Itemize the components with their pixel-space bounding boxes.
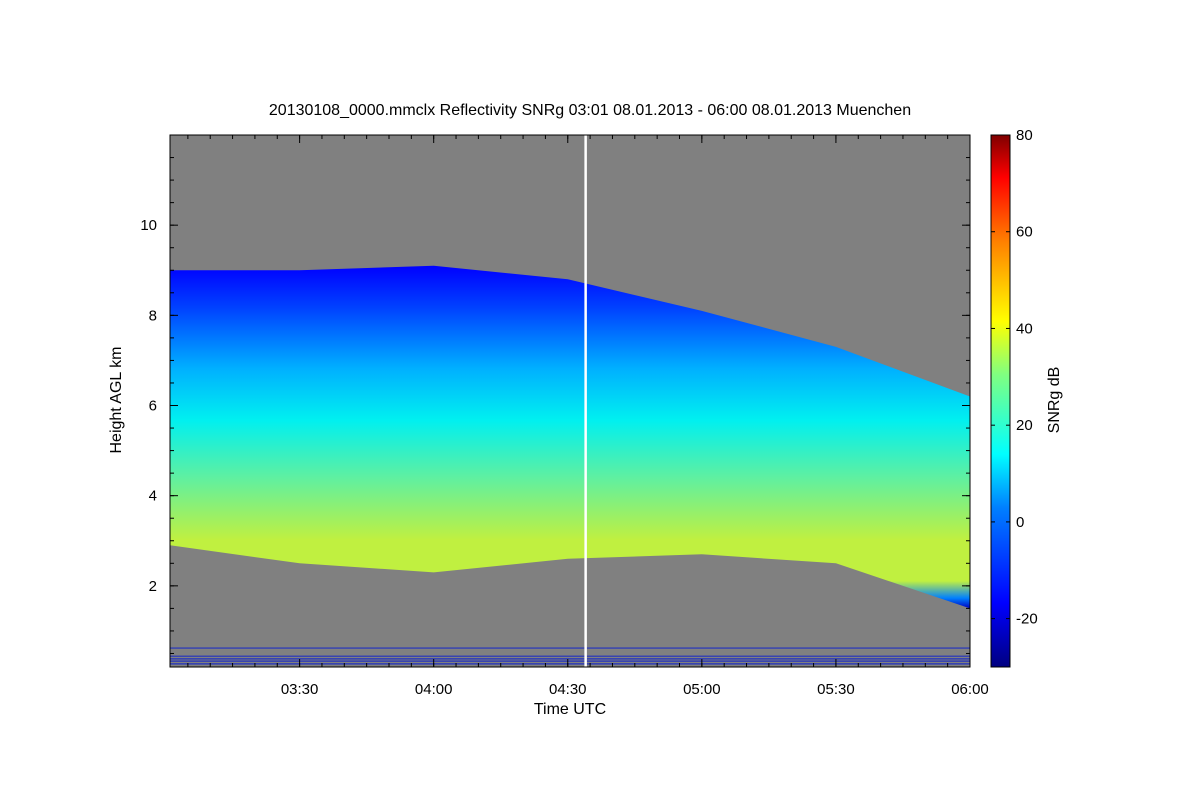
y-axis-label: Height AGL km (108, 346, 125, 453)
chart-title: 20130108_0000.mmclx Reflectivity SNRg 03… (269, 102, 911, 119)
y-axis: 2 4 6 8 10 (140, 134, 970, 654)
x-tick-label: 05:00 (683, 681, 721, 698)
colorbar-tick-label: 60 (1016, 224, 1033, 241)
ground-clutter (170, 647, 970, 665)
x-tick-label: 05:30 (817, 681, 855, 698)
y-tick-label: 2 (149, 578, 157, 595)
cloud-layer (170, 265, 970, 609)
x-tick-label: 04:00 (415, 681, 453, 698)
y-tick-label: 8 (149, 307, 157, 324)
x-tick-label: 06:00 (951, 681, 989, 698)
colorbar-tick-label: -20 (1016, 611, 1038, 628)
plot-frame (169, 134, 971, 668)
y-tick-label: 6 (149, 398, 157, 415)
x-tick-label: 04:30 (549, 681, 587, 698)
colorbar-label: SNRg dB (1046, 367, 1063, 434)
colorbar-tick-label: 20 (1016, 417, 1033, 434)
plot-area (170, 135, 970, 667)
x-axis-label: Time UTC (534, 701, 606, 718)
colorbar-tick-label: 40 (1016, 320, 1033, 337)
colorbar-ticks: -20 0 20 40 60 80 (991, 127, 1038, 628)
y-tick-label: 4 (149, 488, 157, 505)
colorbar-gradient (990, 134, 1011, 668)
colorbar-tick-label: 80 (1016, 127, 1033, 144)
x-tick-label: 03:30 (281, 681, 319, 698)
y-tick-label: 10 (140, 217, 157, 234)
x-axis: 03:30 04:00 04:30 05:00 05:30 06:00 (187, 135, 989, 698)
colorbar: -20 0 20 40 60 80 SNRg dB (990, 127, 1063, 668)
colorbar-tick-label: 0 (1016, 514, 1024, 531)
